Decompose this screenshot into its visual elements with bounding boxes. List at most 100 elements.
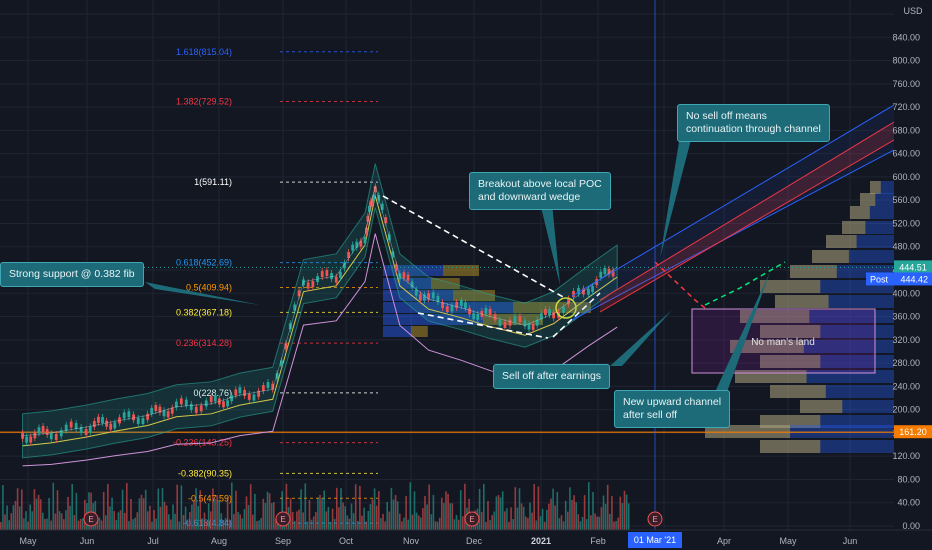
volume-bar	[455, 515, 458, 530]
candle	[577, 287, 580, 294]
fib-level-label: -0.5(47.59)	[188, 493, 232, 503]
candle	[476, 313, 480, 320]
volume-bar	[361, 515, 363, 530]
earnings-marker-icon[interactable]	[275, 511, 291, 527]
volume-bar	[621, 503, 624, 530]
candle	[464, 302, 467, 309]
candle	[539, 313, 543, 320]
local-volume-profile-bar-highlight	[431, 278, 460, 289]
volume-bar	[367, 510, 370, 530]
y-tick-label: 800.00	[892, 56, 920, 66]
candle	[261, 385, 265, 392]
volume-bar	[159, 506, 162, 530]
candle	[351, 244, 355, 251]
volume-bar	[571, 500, 573, 530]
candle	[113, 422, 117, 429]
volume-bar	[325, 511, 328, 530]
x-tick-label: May	[19, 536, 37, 546]
volume-profile-bar	[860, 193, 894, 206]
candle	[84, 429, 88, 436]
volume-bar	[42, 512, 44, 530]
volume-profile-bar-highlight	[826, 235, 857, 248]
candle	[194, 406, 198, 413]
support-rise-line	[552, 292, 601, 338]
candle	[174, 401, 178, 408]
volume-bar	[294, 520, 296, 530]
candle	[587, 288, 590, 295]
candle	[88, 426, 92, 433]
volume-bar	[65, 510, 67, 530]
crosshair-date-bg	[628, 532, 682, 548]
volume-profile-bar	[740, 310, 894, 323]
earnings-marker-icon[interactable]	[647, 511, 663, 527]
volume-bar	[611, 495, 613, 530]
candle	[607, 268, 611, 275]
volume-bar	[226, 496, 229, 530]
volume-bar	[483, 483, 485, 530]
candle	[414, 289, 418, 296]
volume-bar	[369, 504, 372, 530]
candle	[418, 294, 422, 301]
candle	[37, 427, 41, 434]
volume-bar	[531, 512, 533, 530]
volume-bar	[258, 520, 260, 530]
volume-bar	[96, 518, 99, 530]
fib-level-label: -0.618(4.84)	[183, 518, 232, 528]
candle	[266, 382, 270, 389]
volume-bar	[579, 521, 582, 530]
pointer-support	[145, 282, 260, 305]
volume-bar	[107, 483, 109, 530]
breakout-circle	[555, 297, 577, 319]
volume-bar	[228, 520, 231, 530]
volume-bar	[441, 497, 443, 530]
volume-bar	[613, 521, 615, 530]
volume-profile-bar-highlight	[760, 325, 821, 338]
fib-level-label: 1(591.11)	[194, 177, 232, 187]
x-tick-label: Dec	[466, 536, 483, 546]
candle	[402, 272, 406, 279]
volume-bar	[2, 485, 4, 530]
volume-bar	[338, 507, 340, 530]
volume-bar	[522, 506, 525, 530]
volume-bar	[352, 513, 355, 530]
volume-bar	[371, 499, 374, 530]
candle	[199, 405, 203, 412]
candle	[92, 420, 96, 427]
volume-bar	[420, 517, 422, 530]
volume-bar	[413, 491, 416, 530]
volume-bar	[50, 520, 52, 530]
volume-profile-bar	[800, 400, 894, 413]
candle	[562, 306, 565, 313]
earnings-marker-icon[interactable]	[464, 511, 480, 527]
candle	[548, 309, 551, 316]
volume-bar	[102, 491, 105, 530]
volume-bar	[489, 520, 491, 530]
volume-bar	[35, 498, 38, 530]
candle	[459, 299, 463, 306]
volume-bar	[457, 519, 460, 530]
earnings-marker-icon[interactable]	[83, 511, 99, 527]
candle	[431, 292, 435, 299]
local-volume-profile-bar-highlight	[443, 265, 479, 276]
volume-bar	[73, 514, 76, 530]
volume-bar	[165, 505, 168, 530]
volume-bar	[33, 489, 36, 530]
candle	[611, 270, 615, 277]
annotation-new-channel: New upward channel after sell off	[614, 390, 731, 428]
volume-bar	[144, 489, 147, 530]
annotation-sell-off-earnings: Sell off after earnings	[493, 364, 611, 389]
volume-bar	[201, 518, 204, 530]
volume-bar	[510, 507, 512, 530]
volume-bar	[415, 512, 418, 530]
volume-bar	[243, 509, 246, 530]
volume-bar	[384, 521, 386, 530]
x-tick-label: Jul	[147, 536, 159, 546]
volume-bar	[25, 511, 27, 530]
candle	[213, 395, 217, 402]
volume-bar	[575, 502, 577, 530]
candle	[427, 293, 430, 300]
volume-bar	[178, 521, 181, 530]
volume-bar	[417, 515, 420, 530]
fib-level-label: 0.382(367.18)	[176, 307, 232, 317]
